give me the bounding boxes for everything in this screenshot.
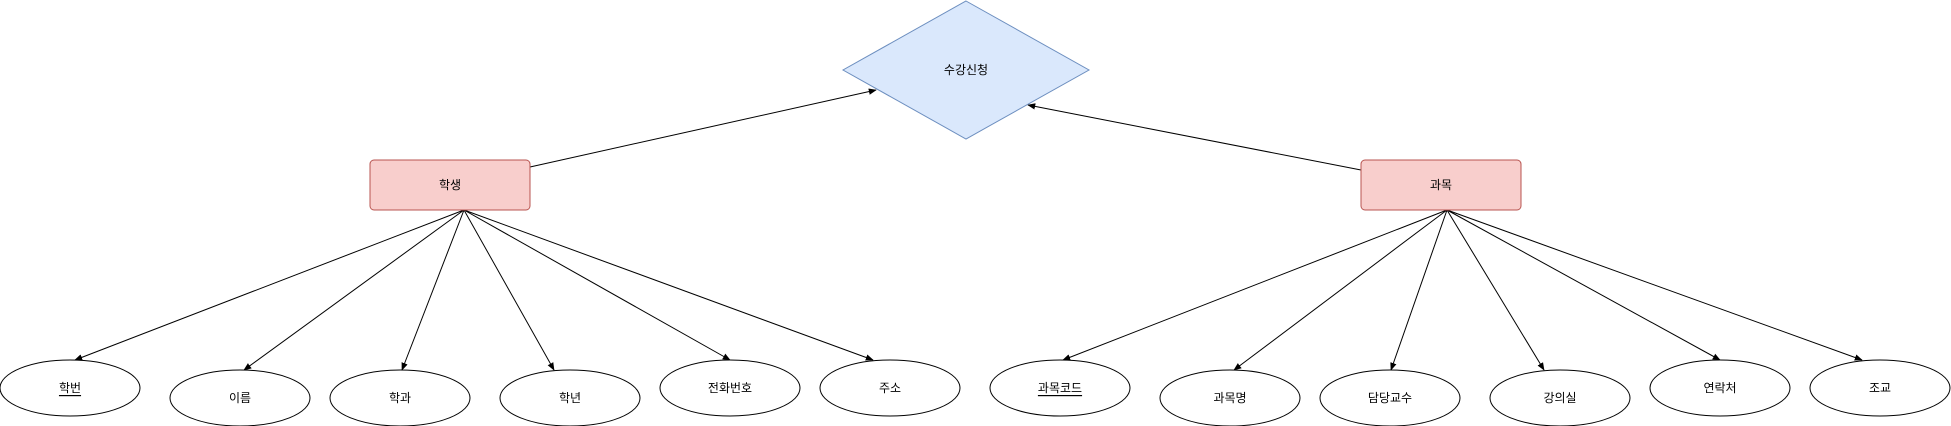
edge-student-to-name — [243, 209, 465, 371]
attribute-label: 학년 — [559, 391, 581, 405]
attribute-label: 담당교수 — [1368, 391, 1412, 405]
attribute-course-name: 과목명 — [1159, 369, 1301, 426]
entity-box — [1360, 159, 1522, 211]
attribute-label: 이름 — [229, 391, 251, 405]
attribute-professor: 담당교수 — [1319, 369, 1461, 426]
connector-lines — [74, 88, 1863, 371]
attribute-classroom: 강의실 — [1489, 369, 1631, 426]
attribute-label: 강의실 — [1543, 391, 1576, 405]
edge-course-to-ta — [1446, 209, 1863, 361]
attribute-name: 이름 — [169, 369, 311, 426]
attribute-ellipse — [169, 369, 311, 426]
attribute-address: 주소 — [819, 359, 961, 417]
attribute-label: 전화번호 — [708, 381, 752, 395]
edge-student-to-student-id — [74, 209, 465, 361]
edge-course-to-relationship — [1027, 103, 1362, 171]
edge-course-to-classroom — [1446, 209, 1545, 371]
entity-label: 과목 — [1430, 178, 1452, 192]
attribute-label: 조교 — [1869, 381, 1891, 395]
attribute-label: 주소 — [879, 381, 901, 395]
entity-student: 학생 — [369, 159, 531, 211]
relationship-diamond — [841, 0, 1091, 140]
edge-student-to-grade — [463, 209, 555, 371]
attribute-ellipse — [0, 359, 141, 417]
attribute-phone: 전화번호 — [659, 359, 801, 417]
attribute-department: 학과 — [329, 369, 471, 426]
attribute-ellipse — [1649, 359, 1791, 417]
edge-student-to-phone — [463, 209, 731, 361]
entity-course: 과목 — [1360, 159, 1522, 211]
key-attribute-label: 과목코드 — [1038, 381, 1082, 395]
edge-course-to-professor — [1390, 209, 1448, 371]
attribute-ellipse — [1489, 369, 1631, 426]
edge-student-to-department — [401, 209, 465, 371]
attribute-ellipse — [1159, 369, 1301, 426]
attribute-ellipse — [1319, 369, 1461, 426]
attribute-student-id: 학번 — [0, 359, 141, 417]
edge-student-to-address — [463, 209, 874, 361]
attribute-label: 연락처 — [1703, 381, 1736, 395]
attribute-contact: 연락처 — [1649, 359, 1791, 417]
edge-course-to-course-code — [1062, 209, 1448, 361]
attribute-label: 과목명 — [1213, 391, 1246, 405]
attribute-ellipse — [329, 369, 471, 426]
edge-student-to-relationship — [529, 88, 877, 168]
attribute-ellipse — [819, 359, 961, 417]
entity-box — [369, 159, 531, 211]
attribute-ellipse — [659, 359, 801, 417]
edge-course-to-course-name — [1233, 209, 1448, 371]
attribute-ellipse — [1809, 359, 1951, 417]
attribute-ta: 조교 — [1809, 359, 1951, 417]
attribute-label: 학과 — [389, 391, 411, 405]
edge-course-to-contact — [1446, 209, 1721, 361]
attribute-ellipse — [499, 369, 641, 426]
relationship-node: 수강신청 — [841, 0, 1091, 140]
key-attribute-label: 학번 — [59, 381, 81, 395]
entity-label: 학생 — [439, 178, 461, 192]
attribute-ellipse — [989, 359, 1131, 417]
attribute-grade: 학년 — [499, 369, 641, 426]
attribute-course-code: 과목코드 — [989, 359, 1131, 417]
relationship-label: 수강신청 — [944, 63, 988, 77]
